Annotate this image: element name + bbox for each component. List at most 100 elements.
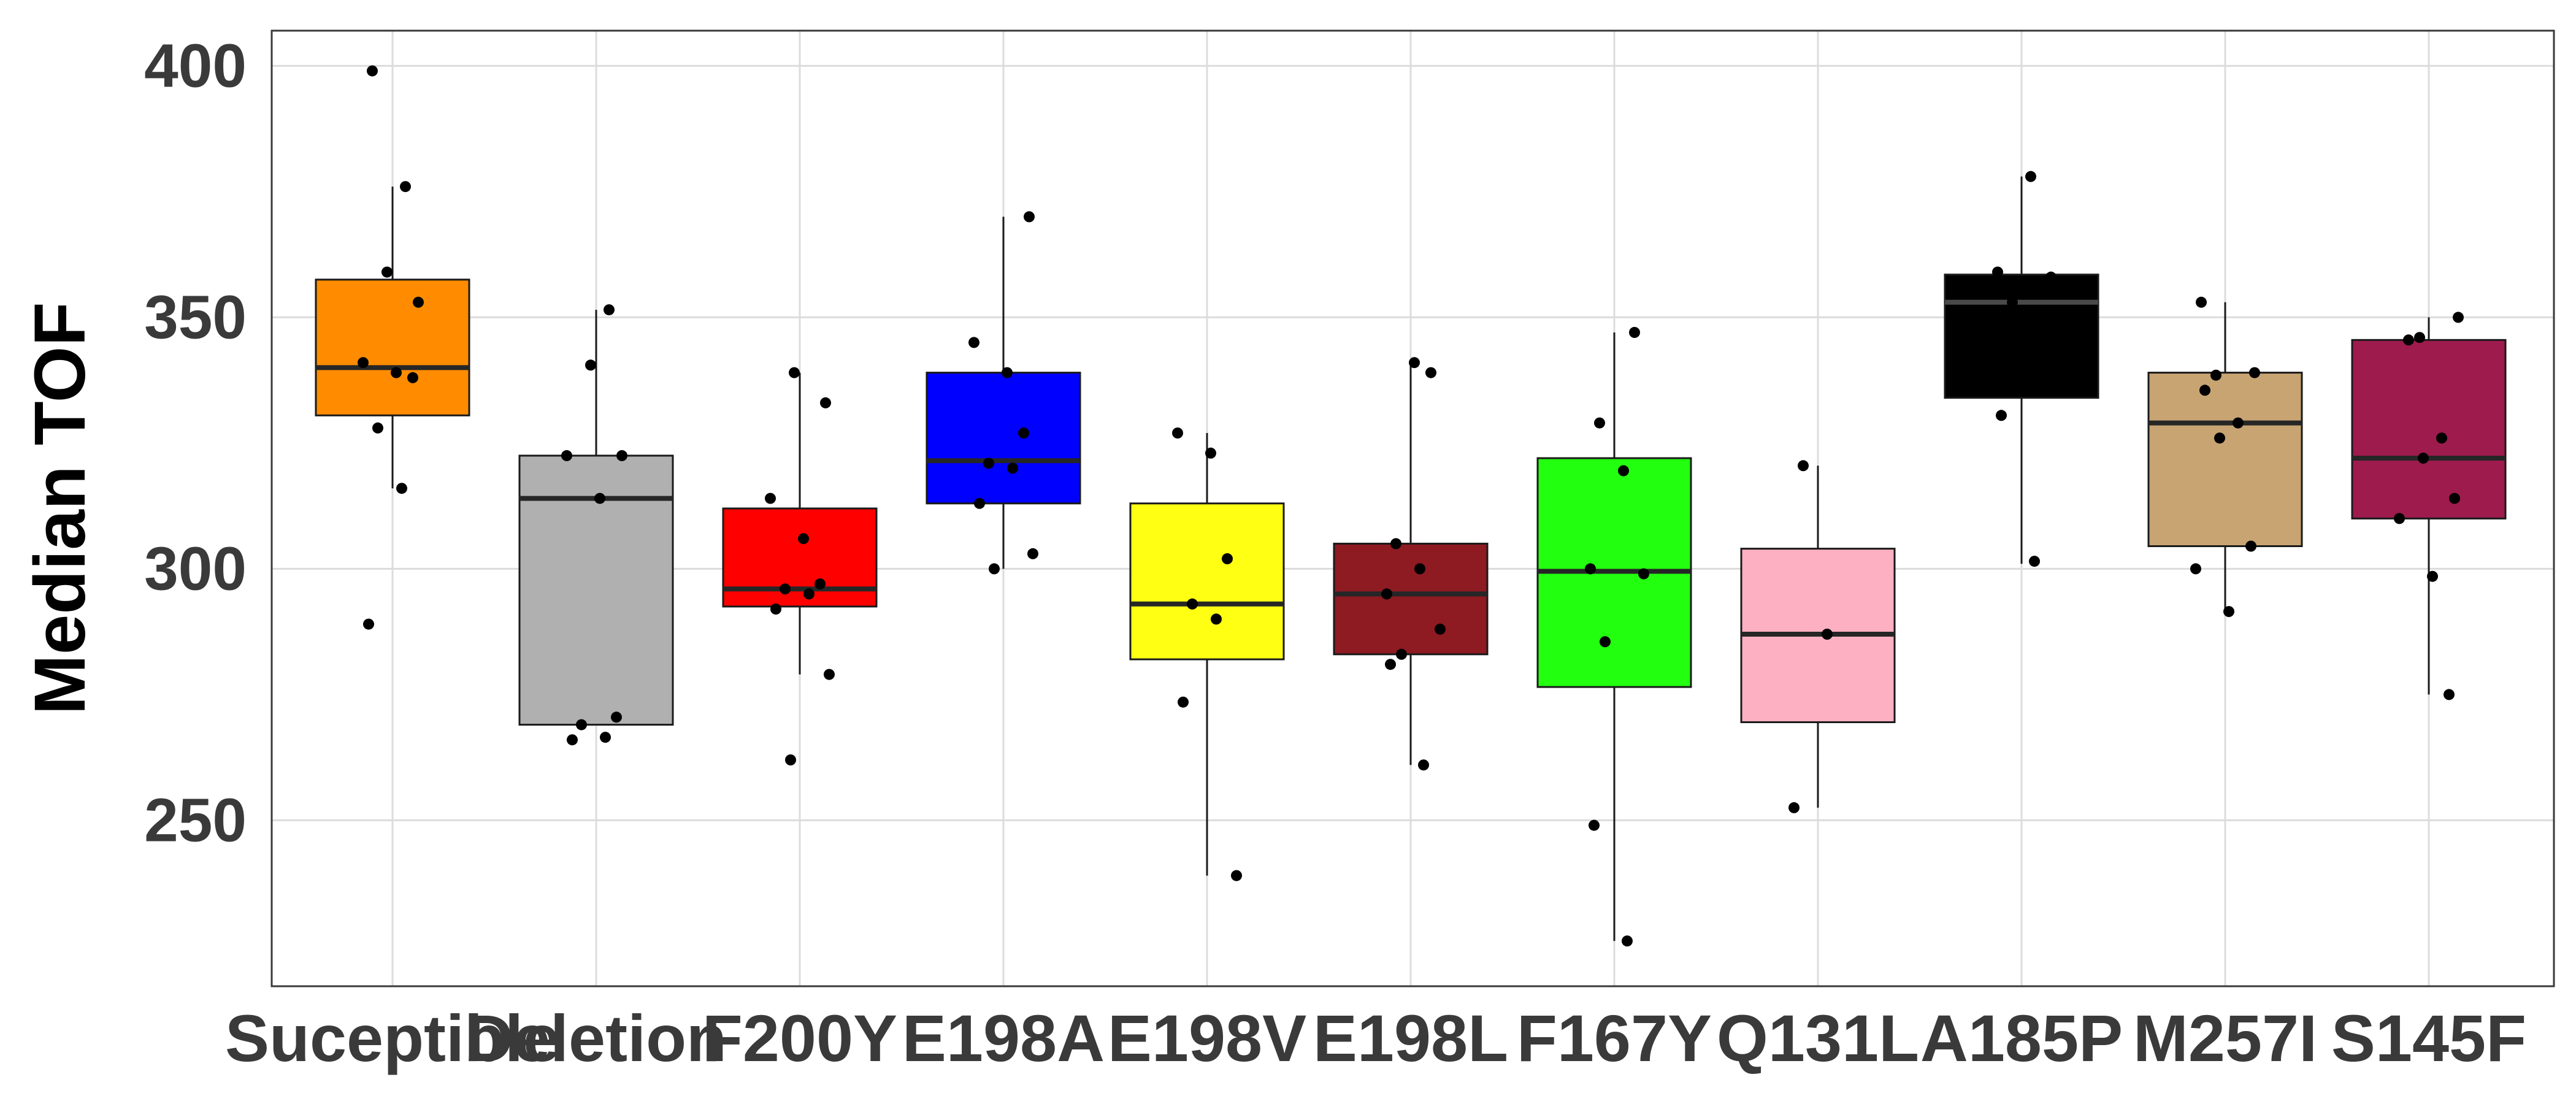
data-point xyxy=(1822,629,1833,640)
data-point xyxy=(1018,427,1029,439)
data-point xyxy=(616,450,627,461)
box-a185p xyxy=(1944,274,2099,399)
data-point xyxy=(611,711,622,723)
data-point xyxy=(1385,659,1396,670)
data-point xyxy=(576,719,587,730)
x-tick-label: M257I xyxy=(2133,1001,2317,1075)
data-point xyxy=(1178,696,1189,708)
box-f200y xyxy=(722,507,878,608)
y-tick-label: 350 xyxy=(144,283,247,351)
data-point xyxy=(594,493,605,504)
box-s145f xyxy=(2351,339,2507,519)
data-point xyxy=(1425,367,1436,378)
data-point xyxy=(785,754,796,765)
data-point xyxy=(2394,513,2405,524)
data-point xyxy=(2449,493,2460,504)
data-point xyxy=(413,296,424,308)
x-tick-label: E198V xyxy=(1108,1001,1306,1075)
data-point xyxy=(2245,540,2256,552)
x-tick-label: Deletion xyxy=(466,1001,727,1075)
data-point xyxy=(400,181,411,193)
data-point xyxy=(2196,296,2207,308)
data-point xyxy=(2214,432,2225,444)
data-point xyxy=(2190,563,2201,575)
data-point xyxy=(789,367,800,378)
data-point xyxy=(1418,759,1429,771)
data-point xyxy=(1638,568,1649,580)
data-point xyxy=(1992,266,2003,278)
data-point xyxy=(2249,367,2260,378)
y-axis-title: Median TOF xyxy=(20,302,101,715)
box-e198a xyxy=(926,372,1081,505)
data-point xyxy=(2199,385,2210,396)
data-point xyxy=(1585,563,1596,575)
data-point xyxy=(2045,271,2057,283)
data-point xyxy=(1409,357,1420,369)
data-point xyxy=(1222,553,1233,564)
data-point xyxy=(1172,427,1183,439)
x-tick-label: F167Y xyxy=(1517,1001,1712,1075)
data-point xyxy=(1381,588,1392,600)
data-point xyxy=(2444,689,2455,700)
data-point xyxy=(1231,870,1242,881)
x-tick-label: A185P xyxy=(1920,1001,2123,1075)
data-point xyxy=(2414,332,2425,343)
data-point xyxy=(1798,460,1809,472)
data-point xyxy=(1027,548,1038,559)
data-point xyxy=(367,65,378,77)
data-point xyxy=(2427,570,2438,582)
data-point xyxy=(2403,334,2414,346)
data-point xyxy=(968,337,979,348)
data-point xyxy=(2233,417,2244,429)
data-point xyxy=(2025,171,2036,182)
y-tick-label: 300 xyxy=(144,534,247,603)
data-point xyxy=(363,618,374,630)
data-point xyxy=(974,497,985,509)
data-point xyxy=(1589,819,1600,831)
data-point xyxy=(561,450,572,461)
data-point xyxy=(798,533,809,545)
data-point xyxy=(770,604,781,615)
data-point xyxy=(1024,211,1035,223)
data-point xyxy=(983,458,994,469)
data-point xyxy=(803,588,815,600)
data-point xyxy=(381,266,393,278)
data-point xyxy=(2210,369,2221,381)
data-point xyxy=(820,397,831,408)
data-point xyxy=(1435,623,1446,635)
data-point xyxy=(1788,802,1800,813)
data-point xyxy=(1390,538,1401,550)
data-point xyxy=(2007,296,2018,308)
box-suceptible xyxy=(315,278,470,416)
data-point xyxy=(824,669,835,680)
data-point xyxy=(600,732,611,743)
data-point xyxy=(358,357,369,369)
data-point xyxy=(1002,367,1013,378)
data-point xyxy=(396,483,407,494)
box-e198l xyxy=(1333,542,1489,656)
y-axis-ticks: 250 300 350 400 xyxy=(144,31,247,854)
data-point xyxy=(1996,410,2007,421)
data-point xyxy=(407,372,418,383)
data-point xyxy=(815,578,826,589)
data-point xyxy=(1629,327,1640,338)
data-point xyxy=(1594,417,1605,429)
data-point xyxy=(1414,563,1425,575)
data-point xyxy=(989,563,1000,575)
x-tick-label: Q131L xyxy=(1717,1001,1919,1075)
data-point xyxy=(1187,598,1198,610)
data-point xyxy=(1622,935,1633,947)
data-point xyxy=(2453,312,2464,323)
data-point xyxy=(1600,636,1611,648)
data-point xyxy=(1211,613,1222,625)
data-point xyxy=(585,359,596,371)
y-tick-label: 250 xyxy=(144,786,247,854)
x-tick-label: F200Y xyxy=(702,1001,897,1075)
data-point xyxy=(1007,462,1018,474)
data-point xyxy=(1205,447,1216,459)
data-point xyxy=(604,304,615,316)
data-point xyxy=(2436,432,2447,444)
data-point xyxy=(1396,648,1407,660)
